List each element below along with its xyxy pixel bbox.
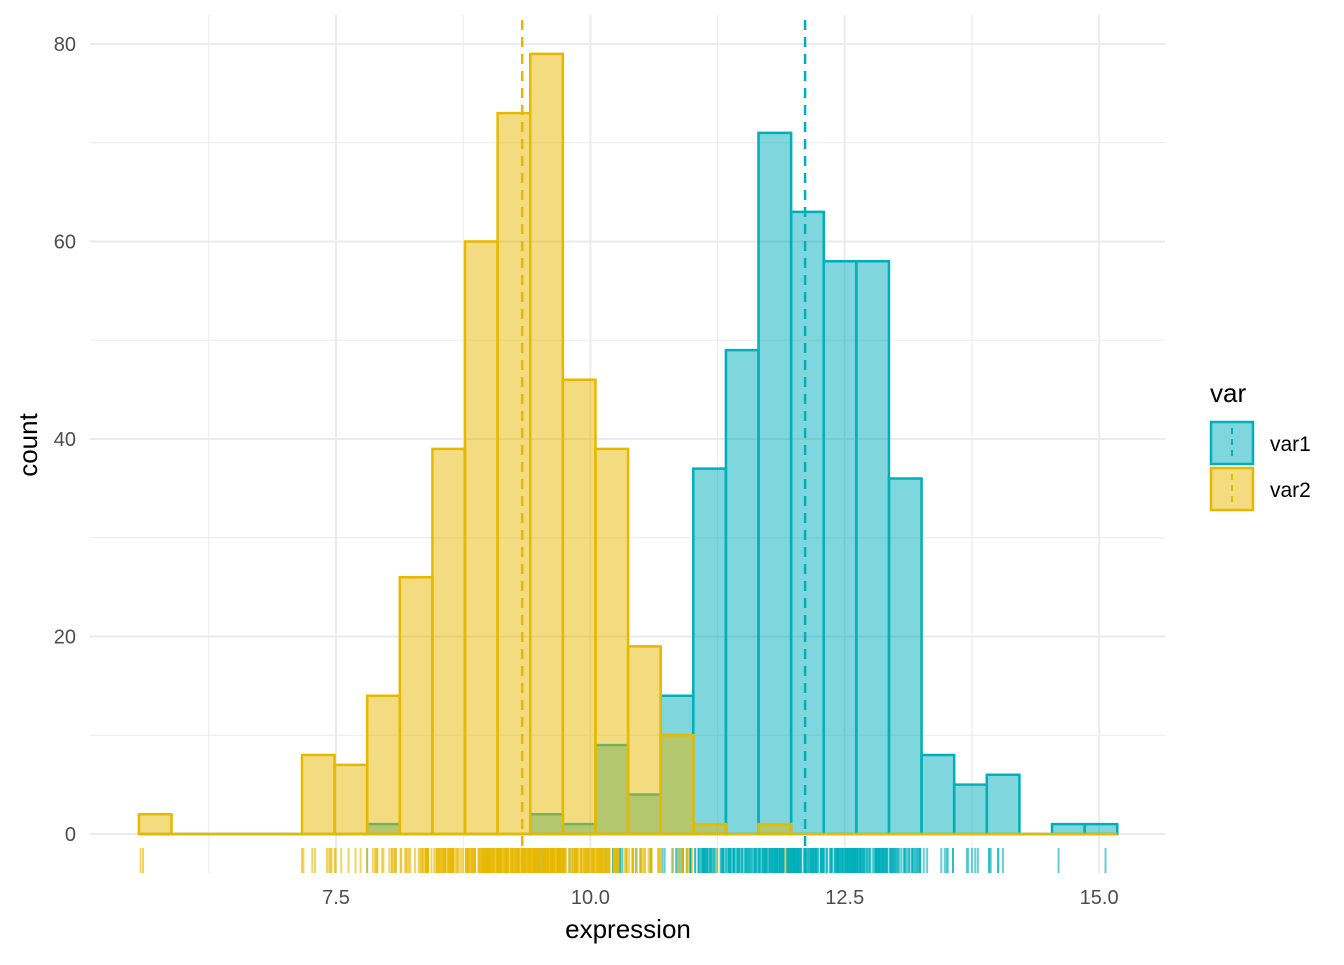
y-tick-label: 60	[54, 232, 76, 254]
bar-var1	[1083, 822, 1119, 836]
x-tick-labels: 7.5 10.0 12.5 15.0	[322, 887, 1119, 909]
bar-var1	[789, 210, 825, 836]
bar-var1	[952, 783, 989, 836]
x-tick-label: 15.0	[1080, 887, 1119, 909]
bar-var1	[724, 348, 760, 836]
y-tick-label: 20	[54, 627, 76, 649]
y-axis-label: count	[13, 412, 43, 476]
x-axis-label: expression	[565, 914, 691, 944]
legend-label-var1: var1	[1270, 433, 1311, 456]
bar-var2	[398, 576, 434, 836]
y-tick-label: 0	[65, 824, 76, 846]
bar-var1	[855, 260, 891, 836]
bar-var1	[1050, 822, 1086, 836]
y-tick-labels: 0 20 40 60 80	[54, 34, 76, 846]
legend-label-var2: var2	[1270, 479, 1311, 502]
bar-var2	[496, 111, 532, 836]
y-tick-label: 80	[54, 34, 76, 56]
bar-var1	[887, 477, 923, 836]
bar-var2	[365, 694, 402, 836]
bar-var1	[757, 131, 793, 836]
bar-var2	[561, 378, 597, 836]
rug	[139, 848, 1107, 873]
bar-var1	[985, 773, 1021, 836]
bar-var2	[463, 240, 499, 836]
bar-var2	[137, 813, 173, 836]
bar-var1	[920, 753, 956, 836]
y-tick-label: 40	[54, 429, 76, 451]
bar-var2	[333, 763, 369, 836]
bar-var2	[431, 447, 467, 836]
bar-var2	[528, 52, 565, 836]
legend: var var1 var2	[1209, 378, 1311, 512]
bar-var2	[659, 734, 695, 836]
bar-var2	[692, 822, 728, 836]
x-tick-label: 12.5	[825, 887, 864, 909]
bar-var2	[626, 645, 662, 836]
bar-var2	[594, 447, 630, 836]
bar-var2	[300, 753, 336, 836]
x-tick-label: 10.0	[571, 887, 610, 909]
bar-var1	[822, 260, 858, 836]
bar-var1	[692, 467, 728, 836]
legend-title: var	[1210, 378, 1246, 408]
x-tick-label: 7.5	[322, 887, 350, 909]
bars	[137, 52, 1119, 836]
bar-var2	[757, 822, 793, 836]
mean-lines	[520, 20, 807, 873]
